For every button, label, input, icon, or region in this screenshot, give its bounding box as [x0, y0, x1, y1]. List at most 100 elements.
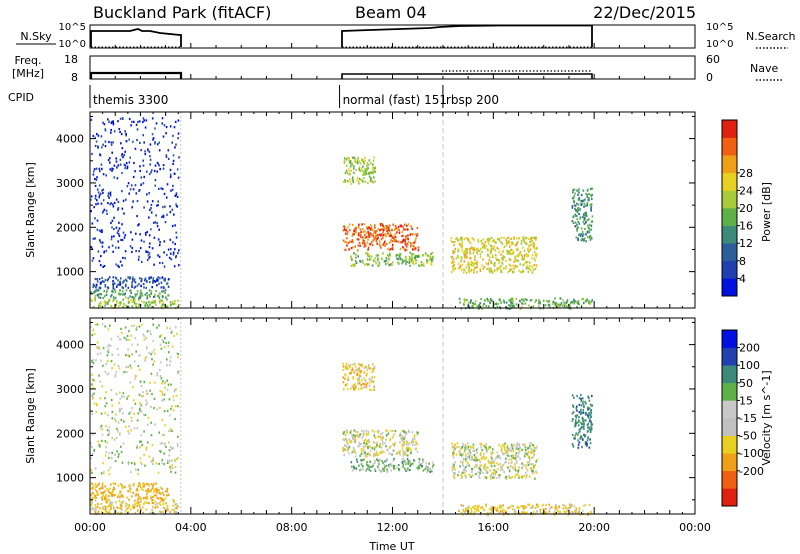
range-cell [156, 408, 158, 411]
range-cell [562, 304, 564, 307]
range-cell [122, 412, 124, 415]
range-cell [487, 447, 490, 451]
range-cell [94, 467, 97, 470]
range-cell [533, 449, 536, 452]
range-cell [162, 506, 165, 509]
range-cell [140, 434, 142, 437]
range-cell [150, 372, 153, 375]
range-cell [365, 235, 368, 239]
range-cell [514, 509, 516, 512]
range-cell [145, 399, 147, 402]
colorbar-tick-label: 20 [739, 202, 753, 215]
range-cell [544, 511, 547, 514]
range-cell [117, 120, 119, 123]
range-cell [154, 221, 157, 224]
range-cell [154, 184, 156, 187]
range-cell [364, 455, 367, 458]
range-cell [401, 434, 404, 437]
range-cell [468, 271, 471, 274]
range-cell [138, 511, 141, 514]
range-cell [428, 462, 430, 465]
range-cell [549, 507, 551, 510]
range-cell [144, 356, 147, 360]
range-cell [502, 443, 504, 446]
range-cell [139, 500, 142, 503]
range-cell [572, 404, 574, 407]
range-cell [159, 486, 162, 489]
range-cell [566, 299, 569, 302]
range-cell [140, 410, 143, 413]
range-cell [117, 364, 120, 367]
range-cell [159, 301, 161, 304]
range-cell [582, 411, 585, 414]
range-cell [482, 508, 485, 511]
range-cell [380, 451, 382, 455]
range-cell [374, 226, 376, 229]
range-cell [137, 509, 139, 512]
range-cell [397, 464, 400, 467]
range-cell [175, 193, 177, 196]
range-cell [473, 271, 475, 274]
range-cell [145, 389, 148, 392]
range-cell [121, 223, 123, 226]
range-cell [343, 431, 345, 434]
range-cell [171, 208, 174, 211]
range-cell [368, 172, 370, 175]
range-cell [578, 196, 581, 200]
range-cell [526, 260, 529, 263]
range-cell [385, 438, 387, 441]
range-cell [512, 302, 514, 305]
range-cell [105, 500, 108, 503]
range-cell [171, 466, 174, 469]
range-cell [495, 470, 497, 473]
range-cell [130, 366, 133, 370]
range-cell [112, 488, 114, 492]
range-cell [554, 507, 557, 510]
range-cell [140, 440, 142, 443]
range-cell [104, 304, 106, 307]
range-cell [360, 468, 362, 471]
range-cell [165, 445, 167, 448]
range-cell [354, 383, 356, 386]
range-cell [393, 236, 395, 239]
range-cell [115, 263, 117, 266]
range-cell [396, 257, 398, 260]
range-cell [165, 502, 167, 505]
range-cell [506, 454, 508, 457]
range-cell [132, 484, 135, 487]
range-cell [358, 166, 361, 169]
range-cell [357, 431, 359, 434]
range-cell [492, 254, 494, 257]
range-cell [107, 372, 110, 375]
range-cell [104, 128, 107, 131]
range-cell [140, 284, 142, 287]
range-cell [388, 258, 390, 261]
range-cell [489, 256, 491, 259]
range-cell [130, 462, 133, 465]
range-cell [411, 440, 413, 443]
range-cell [532, 305, 535, 308]
range-cell [342, 432, 345, 435]
range-cell [127, 286, 130, 289]
range-cell [356, 378, 359, 381]
range-cell [515, 456, 517, 459]
range-cell [126, 305, 128, 308]
colorbar-tick-label: 50 [739, 377, 753, 390]
range-cell [509, 240, 511, 243]
range-cell [354, 158, 356, 161]
range-cell [142, 506, 144, 509]
range-cell [505, 301, 508, 304]
range-cell [127, 461, 130, 464]
range-cell [399, 253, 402, 256]
range-cell [481, 250, 483, 253]
range-cell [491, 476, 494, 479]
colorbar-tick-label: 12 [739, 237, 753, 250]
range-cell [567, 507, 570, 510]
range-cell [102, 143, 104, 146]
range-cell [460, 269, 463, 272]
range-cell [111, 226, 113, 229]
range-cell [153, 279, 156, 283]
range-cell [514, 260, 517, 263]
range-cell [394, 442, 396, 445]
range-cell [95, 496, 97, 499]
